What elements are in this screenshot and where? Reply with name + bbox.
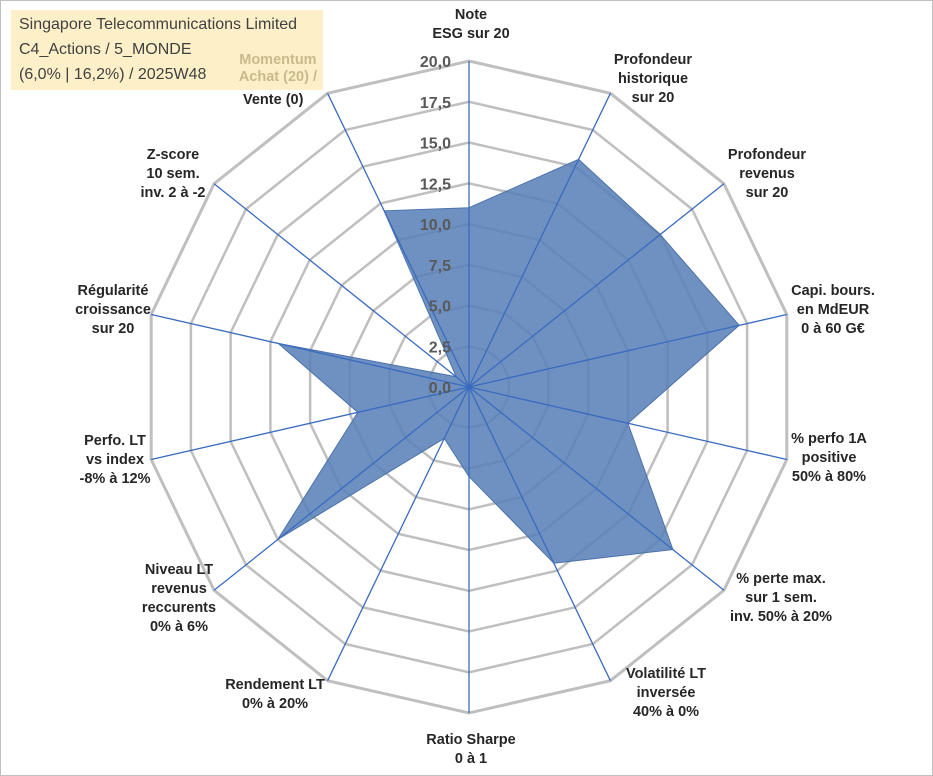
axis-spoke [213, 183, 470, 388]
axis-label: Profondeur [728, 147, 806, 163]
axis-label: inv. 2 à -2 [140, 185, 205, 201]
axis-label: 10 sem. [146, 166, 199, 182]
tick-label: 17,5 [420, 95, 451, 112]
axis-spoke [327, 93, 470, 388]
axis-label: positive [802, 450, 857, 466]
axis-label: 40% à 0% [633, 704, 699, 720]
axis-label: % perte max. [736, 571, 825, 587]
axis-label: Niveau LT [145, 562, 213, 578]
axis-spoke [213, 386, 470, 591]
axis-label: Perfo. LT [84, 433, 146, 449]
title-box: Singapore Telecommunications Limited C4_… [11, 10, 323, 90]
axis-label: revenus [739, 166, 795, 182]
tick-label: 2,5 [429, 339, 451, 356]
axis-label: 0 à 60 G€ [801, 321, 865, 337]
momentum-line-1: Momentum [239, 52, 317, 68]
tick-label: 15,0 [420, 136, 451, 153]
axis-label: % perfo 1A [791, 431, 867, 447]
period-label: (6,0% | 16,2%) / 2025W48 [19, 66, 207, 83]
axis-spoke [468, 386, 611, 681]
momentum-line-3: Vente (0) [243, 92, 304, 108]
axis-label: sur 20 [746, 185, 789, 201]
axis-label: croissance [75, 302, 151, 318]
axis-label: inv. 50% à 20% [730, 609, 832, 625]
tick-label: 0,0 [429, 380, 451, 397]
axis-spoke [468, 386, 725, 591]
axis-spoke [327, 386, 470, 681]
tick-label: 5,0 [429, 299, 451, 316]
axis-label: Régularité [78, 283, 149, 299]
axis-label: ESG sur 20 [432, 26, 509, 42]
axis-label: reccurents [142, 600, 216, 616]
axis-label: Note [455, 7, 487, 23]
axis-label: vs index [86, 452, 144, 468]
axis-label: 0 à 1 [455, 751, 487, 767]
tick-label: 10,0 [420, 217, 451, 234]
axis-label: -8% à 12% [80, 471, 151, 487]
axis-label: Profondeur [614, 52, 692, 68]
axis-spoke [468, 386, 787, 461]
axis-spoke [151, 386, 470, 461]
tick-label: 7,5 [429, 258, 451, 275]
axis-label: sur 1 sem. [745, 590, 817, 606]
portfolio-label: C4_Actions / 5_MONDE [19, 41, 192, 58]
axis-spoke [151, 313, 470, 388]
axis-label: revenus [151, 581, 207, 597]
tick-label: 20,0 [420, 54, 451, 71]
axis-label: 0% à 6% [150, 619, 208, 635]
axis-label: historique [618, 71, 688, 87]
axis-spoke [468, 313, 787, 388]
axis-label: 50% à 80% [792, 469, 866, 485]
axis-label: Volatilité LT [626, 666, 706, 682]
tick-label: 12,5 [420, 176, 451, 193]
axis-spoke [468, 93, 611, 388]
axis-label: Z-score [147, 147, 199, 163]
axis-label: inversée [637, 685, 696, 701]
axis-label: en MdEUR [797, 302, 870, 318]
axis-label: Rendement LT [225, 677, 325, 693]
momentum-label: Momentum Achat (20) / [239, 52, 317, 86]
axis-label: Ratio Sharpe [426, 732, 515, 748]
axis-label: sur 20 [92, 321, 135, 337]
axis-label: Capi. bours. [791, 283, 875, 299]
axis-label: 0% à 20% [242, 696, 308, 712]
data-series-area [276, 158, 740, 564]
axis-spoke [468, 183, 725, 388]
company-name: Singapore Telecommunications Limited [19, 16, 298, 33]
axis-label: sur 20 [632, 90, 675, 106]
momentum-line-2: Achat (20) / [238, 69, 317, 85]
